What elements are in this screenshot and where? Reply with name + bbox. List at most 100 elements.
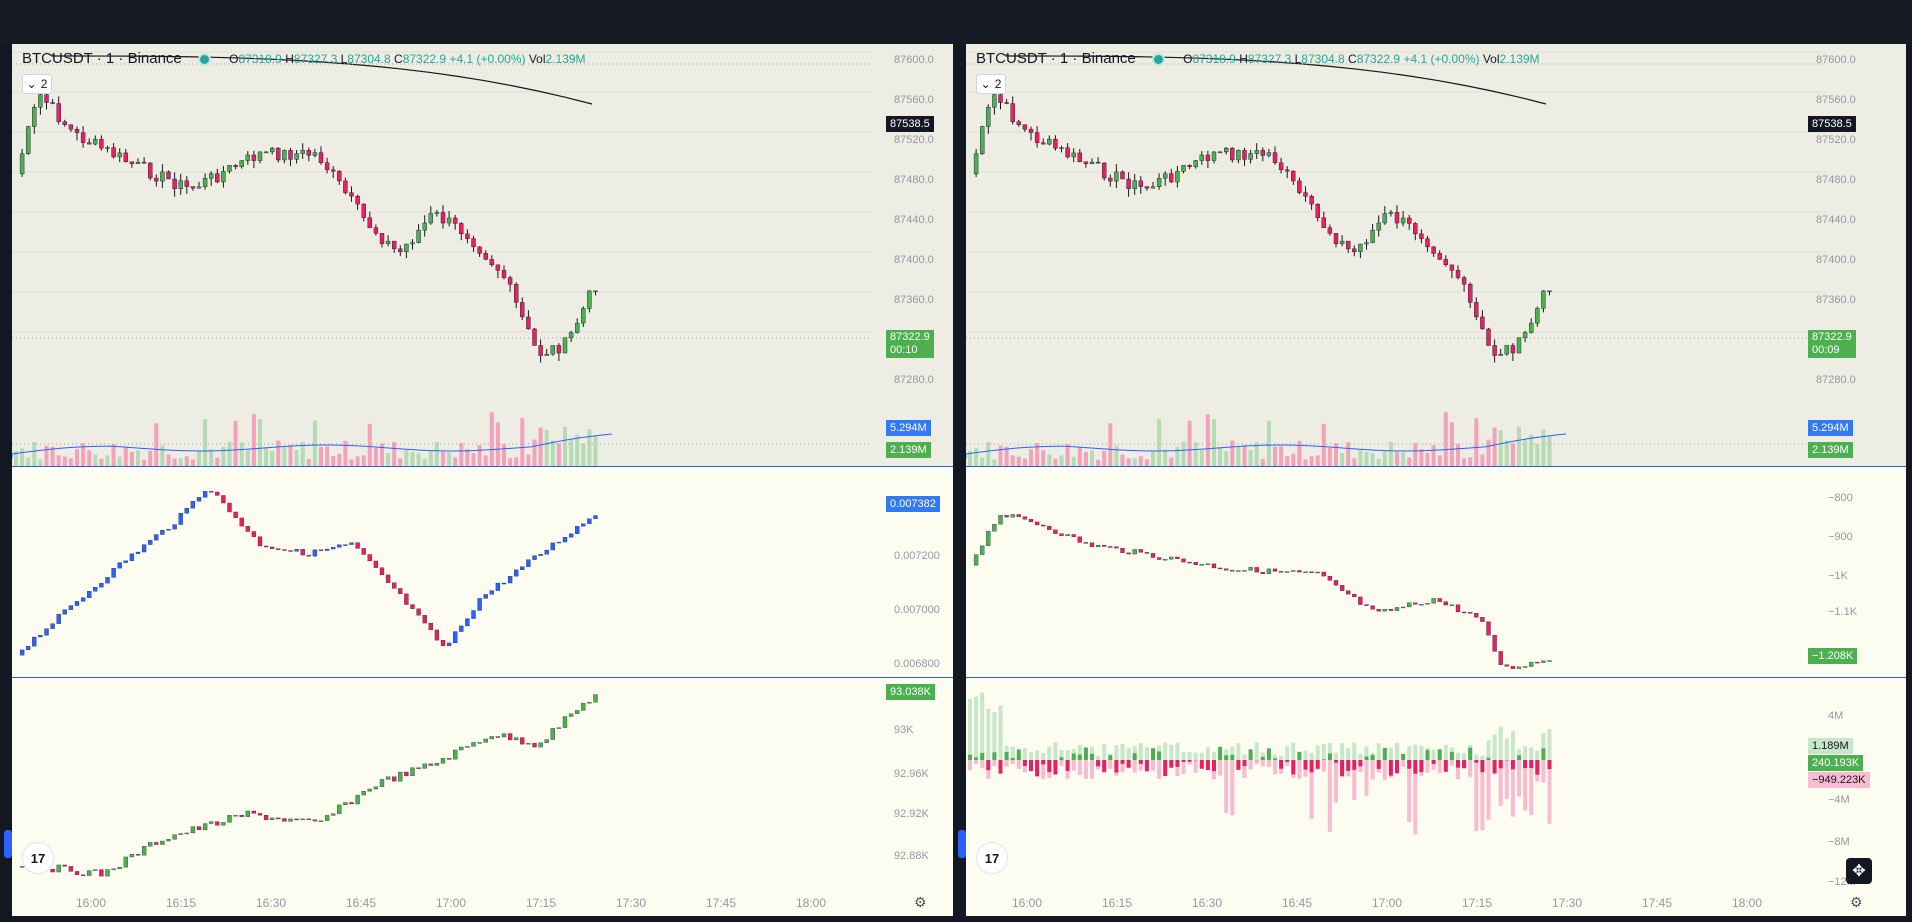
sell-volume-bar [1004, 760, 1009, 767]
left-panel-handle[interactable] [4, 830, 12, 858]
delta-bar [1212, 760, 1216, 772]
candle-body [25, 126, 31, 154]
buy-volume-bar [1462, 753, 1467, 760]
symbol-legend[interactable]: BTCUSDT · 1 · Binance O87318.9 H87327.3 … [976, 50, 1540, 67]
cvd-candle [453, 749, 458, 760]
volume-bar [447, 452, 452, 466]
symbol-legend[interactable]: BTCUSDT · 1 · Binance O87318.9 H87327.3 … [22, 50, 586, 67]
pane-separator[interactable] [966, 466, 1906, 467]
tradingview-logo-icon[interactable]: 17 [976, 842, 1008, 874]
right-panel-handle[interactable] [958, 830, 966, 858]
delta-bar [1523, 760, 1528, 769]
volume-bar [276, 440, 281, 466]
candle-body [1132, 180, 1137, 190]
price-axis-label: 87520.0 [1816, 134, 1856, 146]
gear-icon[interactable]: ⚙ [1850, 894, 1863, 910]
delta-bar [1510, 760, 1515, 770]
pane-separator[interactable] [12, 466, 953, 467]
candle-body [1297, 180, 1302, 193]
oscillator-bar [1181, 558, 1186, 563]
oscillator-bar [343, 544, 348, 546]
oscillator-bar [568, 533, 574, 538]
pane3-axis-label: 92.96K [894, 768, 929, 780]
oscillator-bar [1541, 660, 1546, 663]
volume-bar [166, 454, 171, 466]
volume-ma-tag: 5.294M [1808, 420, 1853, 436]
sell-volume-bar [1352, 760, 1357, 800]
time-axis-label: 17:00 [436, 896, 467, 910]
volume-bar [1065, 444, 1070, 466]
candle-body [1095, 161, 1101, 164]
candle-body [172, 178, 177, 190]
candle-body [1352, 248, 1357, 253]
delta-bar [1279, 760, 1284, 769]
right-chart-canvas[interactable] [966, 44, 1906, 916]
move-arrows-icon[interactable]: ✥ [1846, 858, 1872, 884]
volume-bar [239, 442, 244, 466]
delta-bar [1126, 760, 1131, 768]
oscillator-bar [501, 582, 507, 585]
candle-body [446, 217, 452, 224]
candle-body [1242, 150, 1247, 160]
candle-body [154, 177, 159, 182]
left-chart-panel[interactable]: BTCUSDT · 1 · Binance O87318.9 H87327.3 … [12, 44, 953, 916]
symbol-title[interactable]: BTCUSDT · 1 · Binance [22, 50, 182, 67]
cvd-candle [520, 737, 525, 745]
volume-bar [1029, 449, 1033, 466]
tradingview-logo-icon[interactable]: 17 [22, 842, 54, 874]
candle-body [1278, 162, 1284, 171]
pane-separator[interactable] [966, 677, 1906, 678]
volume-bar [1352, 458, 1357, 466]
cvd-candle [483, 738, 488, 743]
volume-bar [190, 459, 195, 466]
volume-bar [20, 448, 25, 466]
candle-body [1059, 147, 1064, 149]
volume-bar [93, 454, 98, 466]
left-chart-canvas[interactable] [12, 44, 953, 916]
candle-body [135, 161, 141, 165]
buy-volume-bar [1443, 744, 1448, 760]
oscillator-bar [489, 590, 494, 595]
candle-body [1089, 161, 1095, 165]
gear-icon[interactable]: ⚙ [914, 894, 927, 910]
collapse-indicators-button[interactable]: ⌄ 2 [22, 74, 52, 94]
volume-bar [532, 439, 537, 466]
main-pane-background [12, 44, 953, 466]
cvd-candle [587, 702, 592, 704]
volume-bar [520, 418, 525, 466]
symbol-title[interactable]: BTCUSDT · 1 · Binance [976, 50, 1136, 67]
oscillator-bar [300, 549, 305, 556]
pane2-axis-label: −1.1K [1828, 606, 1858, 618]
oscillator-bar [202, 491, 208, 498]
chevron-down-icon: ⌄ [980, 77, 991, 91]
oscillator-bar [507, 576, 513, 584]
candle-body [349, 192, 354, 197]
oscillator-bar [1364, 604, 1369, 606]
volume-bar [1364, 451, 1369, 466]
cvd-candle [562, 716, 568, 728]
candle-body [1266, 152, 1272, 156]
sell-volume-bar [1523, 760, 1528, 811]
volume-bar [99, 458, 104, 466]
sell-volume-bar [1157, 760, 1162, 779]
candle-body [550, 345, 555, 355]
price-axis-label: 87560.0 [894, 94, 934, 106]
collapse-indicators-button[interactable]: ⌄ 2 [976, 74, 1006, 94]
right-chart-panel[interactable]: BTCUSDT · 1 · Binance O87318.9 H87327.3 … [966, 44, 1906, 916]
candle-body [986, 107, 991, 127]
pane3-axis-label: 92.88K [894, 850, 929, 862]
pane-separator[interactable] [12, 677, 953, 678]
buy-volume-bar [1114, 745, 1119, 760]
candle-body [434, 212, 440, 214]
time-axis-label: 16:00 [1012, 896, 1043, 910]
cvd-candle [270, 817, 275, 820]
volume-bar [123, 447, 128, 466]
oscillator-bar [1266, 568, 1272, 574]
buy-volume-bar [1431, 749, 1436, 760]
sell-volume-bar [1425, 760, 1430, 773]
sell-volume-bar [1108, 760, 1113, 769]
sell-volume-bar [1010, 760, 1015, 765]
volume-bar [422, 458, 427, 466]
oscillator-bar [1120, 547, 1125, 554]
volume-bar [569, 439, 574, 466]
